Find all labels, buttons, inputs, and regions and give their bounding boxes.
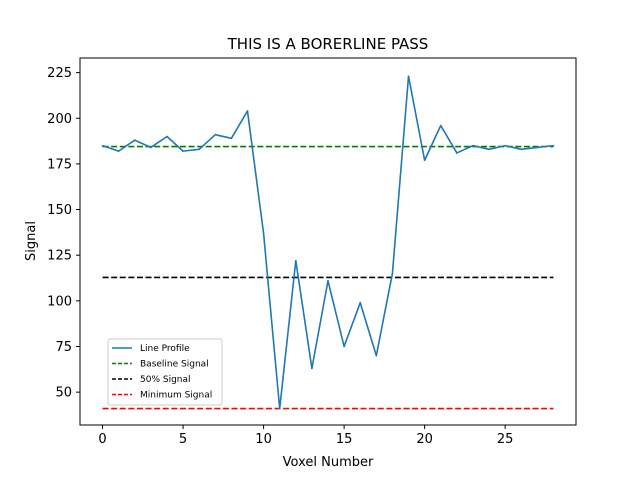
line-profile-point	[278, 407, 281, 410]
line-profile-point	[133, 139, 136, 141]
x-tick-label: 5	[179, 432, 187, 447]
line-profile-point	[343, 345, 345, 348]
legend-label: Baseline Signal	[140, 360, 209, 370]
line-profile-point	[456, 152, 458, 154]
line-profile-point	[150, 146, 152, 149]
line-profile-point	[311, 367, 313, 370]
y-tick-label: 75	[55, 340, 72, 355]
line-profile-point	[230, 137, 233, 140]
line-profile-point	[246, 110, 249, 112]
y-axis-label: Signal	[24, 221, 39, 261]
y-tick-label: 100	[47, 294, 72, 309]
line-profile-point	[472, 144, 474, 147]
line-profile-point	[166, 135, 168, 138]
y-axis: 50 75 100 125 150 175 200 225	[47, 66, 80, 401]
line-profile-point	[520, 148, 523, 151]
x-tick-label: 0	[98, 432, 106, 447]
y-tick-label: 150	[47, 203, 72, 218]
line-profile-point	[214, 133, 217, 136]
line-profile-point	[262, 232, 265, 235]
legend-label: Line Profile	[140, 344, 190, 354]
y-tick-label: 125	[47, 249, 72, 264]
x-tick-label: 10	[255, 432, 272, 447]
line-profile-point	[117, 150, 120, 152]
axes-frame	[79, 57, 577, 426]
y-tick-label: 200	[47, 112, 72, 127]
line-profile-point	[552, 144, 555, 147]
line-profile-point	[423, 159, 426, 162]
line-profile-point	[488, 148, 490, 151]
line-profile-point	[182, 150, 184, 152]
line-profile-point	[375, 354, 378, 357]
chart-title: THIS IS A BORERLINE PASS	[227, 35, 429, 53]
line-profile-point	[439, 124, 442, 127]
legend-label: Minimum Signal	[140, 391, 212, 401]
line-profile-point	[101, 144, 104, 147]
plot-area	[101, 75, 555, 410]
legend-box	[107, 338, 223, 406]
y-tick-label: 175	[47, 157, 72, 172]
line-profile-point	[327, 279, 329, 282]
line-profile-point	[504, 144, 506, 147]
line-profile-point	[198, 148, 200, 151]
line-profile-point	[391, 272, 394, 275]
x-tick-label: 15	[336, 432, 353, 447]
y-tick-label: 50	[55, 386, 72, 401]
legend-label: 50% Signal	[140, 375, 191, 385]
line-profile-point	[536, 146, 539, 149]
line-profile-point	[407, 75, 410, 78]
x-axis: 0 5 10 15 20 25	[98, 425, 513, 447]
y-tick-label: 225	[47, 66, 72, 81]
line-profile-point	[294, 259, 297, 262]
line-profile-point	[359, 301, 362, 304]
x-axis-label: Voxel Number	[283, 455, 374, 470]
x-tick-label: 25	[497, 432, 514, 447]
x-tick-label: 20	[416, 432, 433, 447]
legend: Line Profile Baseline Signal 50% Signal Min…	[107, 338, 223, 406]
